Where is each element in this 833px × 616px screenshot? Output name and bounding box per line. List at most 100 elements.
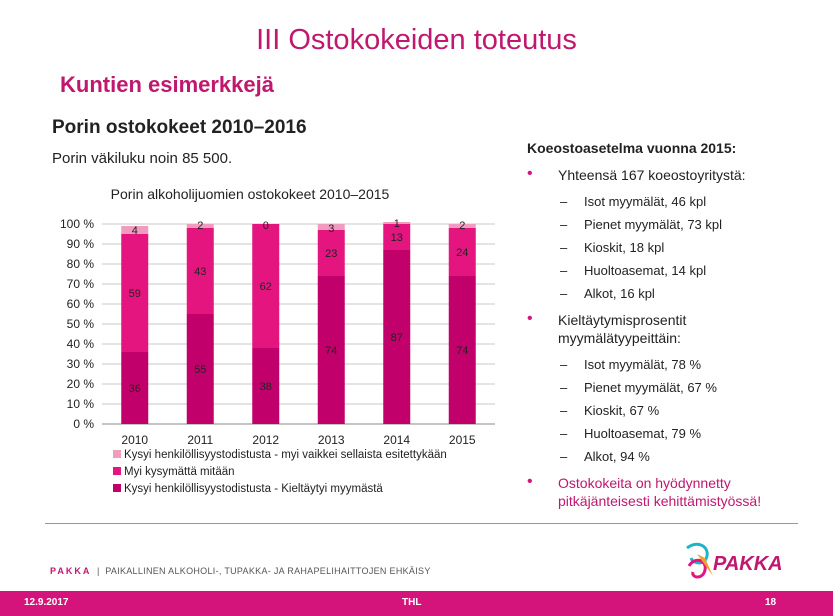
x-tick-label: 2012 xyxy=(252,433,279,447)
bar-segment xyxy=(121,352,149,424)
sub-item-text: Kioskit, 67 % xyxy=(584,403,660,418)
x-tick-label: 2010 xyxy=(121,433,148,447)
data-label: 2 xyxy=(197,220,203,232)
sub-item-text: Huoltoasemat, 79 % xyxy=(584,426,702,441)
data-label: 87 xyxy=(391,332,403,344)
sub-item: – Isot myymälät, 46 kpl xyxy=(527,190,827,213)
bullet-dot-icon: • xyxy=(527,165,533,182)
data-label: 38 xyxy=(260,381,272,393)
x-tick-label: 2015 xyxy=(449,433,476,447)
right-panel: Koeostoasetelma vuonna 2015: • Yhteensä … xyxy=(527,140,827,510)
sub-item-text: Huoltoasemat, 14 kpl xyxy=(584,263,707,278)
logo-text: PAKKA xyxy=(713,553,783,575)
data-label: 2 xyxy=(459,220,465,232)
bullet-refusal-rates: • Kieltäytymisprosentit myymälätyypeittä… xyxy=(527,310,827,347)
footer-date: 12.9.2017 xyxy=(24,597,69,608)
y-tick-label: 90 % xyxy=(67,237,95,251)
legend-label: Myi kysymättä mitään xyxy=(124,466,235,478)
y-tick-label: 100 % xyxy=(60,217,94,231)
data-label: 3 xyxy=(328,223,334,235)
data-label: 4 xyxy=(132,225,138,237)
sub-item: – Isot myymälät, 78 % xyxy=(527,353,827,376)
data-label: 74 xyxy=(325,345,337,357)
bottom-bar xyxy=(0,591,833,616)
bullet-text: myymälätyypeittäin: xyxy=(558,330,681,346)
data-label: 43 xyxy=(194,266,206,278)
bar-segment xyxy=(121,226,149,234)
bar-segment xyxy=(186,314,214,424)
sub-item: – Alkot, 16 kpl xyxy=(527,282,827,305)
bullet-text: Yhteensä 167 koeostoyritystä: xyxy=(558,167,746,183)
bar-segment xyxy=(448,224,476,228)
y-tick-label: 70 % xyxy=(67,277,95,291)
data-label: 23 xyxy=(325,248,337,260)
dash-icon: – xyxy=(560,194,568,209)
sub-item: – Huoltoasemat, 14 kpl xyxy=(527,259,827,282)
sub-item: – Pienet myymälät, 73 kpl xyxy=(527,213,827,236)
population-text: Porin väkiluku noin 85 500. xyxy=(52,150,233,167)
sub-item-text: Pienet myymälät, 67 % xyxy=(584,380,717,395)
y-tick-label: 60 % xyxy=(67,297,95,311)
bullet-long-term-use: • Ostokokeita on hyödynnetty pitkäjäntei… xyxy=(527,473,827,510)
dash-icon: – xyxy=(560,449,568,464)
slide-title: III Ostokokeiden toteutus xyxy=(256,24,577,56)
legend-swatch xyxy=(113,484,121,492)
bar-segment xyxy=(186,224,214,228)
bar-segment xyxy=(448,228,476,276)
bar-segment xyxy=(383,222,411,224)
footer-separator: | xyxy=(96,566,100,576)
sub-item: – Pienet myymälät, 67 % xyxy=(527,376,827,399)
data-label: 59 xyxy=(129,288,141,300)
legend-swatch xyxy=(113,450,121,458)
bullet-text: Kieltäytymisprosentit xyxy=(558,312,687,328)
sub-item-text: Alkot, 16 kpl xyxy=(584,286,655,301)
y-tick-label: 0 % xyxy=(73,417,94,431)
footer-brand: PAKKA xyxy=(50,566,92,576)
data-label: 36 xyxy=(129,383,141,395)
dash-icon: – xyxy=(560,357,568,372)
bullet-dot-icon: • xyxy=(527,310,533,327)
sub-item-text: Pienet myymälät, 73 kpl xyxy=(584,217,723,232)
chart-title: Porin alkoholijuomien ostokokeet 2010–20… xyxy=(111,186,390,202)
sub-item-text: Kioskit, 18 kpl xyxy=(584,240,665,255)
bullet-total-businesses: • Yhteensä 167 koeostoyritystä: xyxy=(527,165,827,184)
bar-segment xyxy=(121,234,149,352)
bar-segment xyxy=(383,224,411,250)
bullet-dot-icon: • xyxy=(527,473,533,490)
footer-divider xyxy=(45,523,798,524)
bar-segment xyxy=(252,224,280,348)
dash-icon: – xyxy=(560,403,568,418)
bar-segment xyxy=(252,348,280,424)
sub-item: – Kioskit, 67 % xyxy=(527,399,827,422)
data-label: 0 xyxy=(263,220,269,232)
page-number: 18 xyxy=(765,597,777,608)
y-tick-label: 50 % xyxy=(67,317,95,331)
bullet-text: Ostokokeita on hyödynnetty xyxy=(558,475,731,491)
legend-swatch xyxy=(113,467,121,475)
x-tick-label: 2014 xyxy=(383,433,410,447)
dash-icon: – xyxy=(560,286,568,301)
y-tick-label: 10 % xyxy=(67,397,95,411)
bar-segment xyxy=(186,228,214,314)
data-label: 13 xyxy=(391,232,403,244)
pakka-logo: PAKKA xyxy=(686,542,783,579)
bar-segment xyxy=(317,230,345,276)
legend-label: Kysyi henkilöllisyystodistusta - myi vai… xyxy=(124,449,447,461)
data-label: 24 xyxy=(456,247,468,259)
dash-icon: – xyxy=(560,240,568,255)
section-heading: Porin ostokokeet 2010–2016 xyxy=(52,117,307,138)
y-tick-label: 20 % xyxy=(67,377,95,391)
sub-item: – Alkot, 94 % xyxy=(527,445,827,468)
sub-item-text: Isot myymälät, 46 kpl xyxy=(584,194,707,209)
data-label: 74 xyxy=(456,345,468,357)
footer-tagline-text: PAIKALLINEN ALKOHOLI-, TUPAKKA- JA RAHAP… xyxy=(105,566,431,576)
footer-tagline: PAKKA | PAIKALLINEN ALKOHOLI-, TUPAKKA- … xyxy=(50,566,431,576)
data-label: 55 xyxy=(194,364,206,376)
dash-icon: – xyxy=(560,217,568,232)
data-label: 1 xyxy=(394,218,400,230)
dash-icon: – xyxy=(560,380,568,395)
bar-segment xyxy=(317,224,345,230)
legend-label: Kysyi henkilöllisyystodistusta - Kieltäy… xyxy=(124,483,383,495)
sub-item-text: Isot myymälät, 78 % xyxy=(584,357,702,372)
bar-segment xyxy=(317,276,345,424)
